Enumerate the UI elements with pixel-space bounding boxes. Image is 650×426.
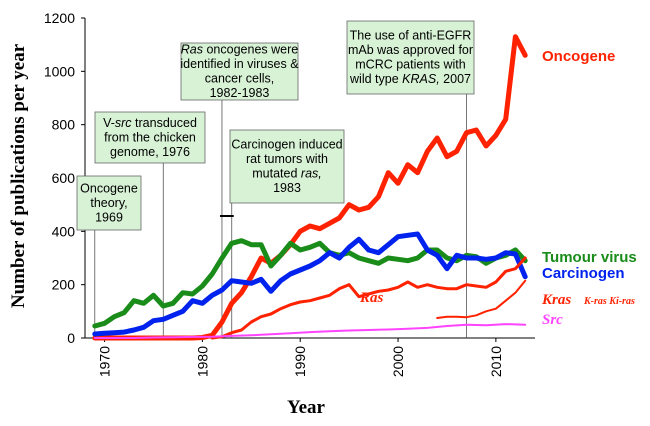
y-tick-label: 200 (52, 277, 76, 293)
annotation-text-span: theory, (90, 196, 127, 210)
annotation-text-span: mAb (348, 43, 374, 57)
annotation-text-span: rat (246, 152, 261, 166)
series-label-oncogene: Oncogene (542, 48, 615, 65)
annotation-text-span: 2007 (443, 72, 471, 86)
annotation-text: rat tumors with (246, 152, 328, 166)
series-label-tumour-virus: Tumour virus (542, 249, 637, 266)
annotation-text-span: tumors (264, 152, 302, 166)
annotation-text-span: 1976 (162, 145, 190, 159)
y-tick-label: 400 (52, 223, 76, 239)
annotation-box (346, 20, 475, 95)
annotation-text-span: KRAS, (402, 72, 440, 86)
annotation-text-span: Ras (181, 43, 203, 57)
annotation-text-span: genome, (110, 145, 159, 159)
annotation-box (76, 175, 142, 231)
annotation-box (94, 111, 206, 164)
annotation-text: identified in viruses & (180, 57, 299, 71)
annotation-text-span: & (290, 57, 299, 71)
annotation-text-span: anti-EGFR (412, 29, 471, 43)
annotation-text-span: src (115, 116, 132, 130)
annotation-text-span: mCRC (355, 58, 393, 72)
annotation-text-span: were (270, 43, 298, 57)
annotation-text: mAb was approved for (348, 43, 473, 57)
annotation-text-span: patients (396, 58, 440, 72)
series-line-ras (210, 256, 527, 340)
annotation-text: V-src transduced (103, 116, 197, 130)
annotation-text-span: identified (180, 57, 230, 71)
series-line-carcinogen (92, 231, 528, 337)
annotation-text: mutated ras, (252, 167, 322, 181)
annotation-text: Carcinogen induced (231, 138, 342, 152)
y-tick-label: 1200 (44, 10, 75, 26)
annotation-text: from the chicken (104, 130, 196, 144)
annotation-text-span: induced (299, 138, 343, 152)
annotation-text-span: was (376, 43, 399, 57)
annotation-box (180, 42, 299, 101)
y-axis-title: Number of publications per year (8, 43, 29, 308)
x-axis-title: Year (287, 397, 326, 418)
series-sublabel-kras: K-ras Ki-ras (583, 296, 635, 307)
annotation-text-span: ras, (301, 167, 322, 181)
x-tick-label: 1970 (97, 346, 113, 377)
annotation-text: wild type KRAS, 2007 (349, 72, 471, 86)
annotation-text: The use of anti-EGFR (350, 29, 472, 43)
y-tick-label: 0 (67, 330, 75, 346)
annotation-text-span: for (458, 43, 473, 57)
annotation-text-span: oncogenes (206, 43, 267, 57)
series-line-tumour-virus (92, 238, 528, 329)
annotation-text-span: viruses (247, 57, 287, 71)
x-tick-label: 1990 (292, 346, 308, 377)
annotation-text-span: from (104, 130, 129, 144)
annotation-text: genome, 1976 (110, 145, 190, 159)
annotation-text-span: 1969 (95, 210, 123, 224)
annotation-text: theory, (90, 196, 127, 210)
series-label-carcinogen: Carcinogen (542, 265, 625, 282)
annotation-text: Oncogene (80, 181, 138, 195)
series-label-ras: Ras (359, 290, 384, 306)
annotation-text-span: Carcinogen (231, 138, 295, 152)
annotation-text-span: in (234, 57, 244, 71)
annotation-text-span: V- (103, 116, 115, 130)
annotation-text-span: use (375, 29, 395, 43)
series-line-kras (436, 279, 527, 319)
annotation-text-span: with (305, 152, 328, 166)
annotation-text: 1969 (95, 210, 123, 224)
series-line-src (93, 323, 527, 339)
annotation-text: 1982-1983 (210, 86, 270, 100)
annotation-text-span: wild (349, 72, 372, 86)
series-label-src: Src (542, 312, 563, 328)
annotation-text: Ras oncogenes were (181, 43, 299, 57)
annotation-text-span: transduced (135, 116, 197, 130)
annotation-text-span: of (398, 29, 409, 43)
x-tick-label: 1980 (194, 346, 210, 377)
y-tick-label: 800 (52, 117, 76, 133)
annotation-box (229, 129, 345, 204)
y-tick-label: 1000 (44, 63, 75, 79)
annotation-text-span: chicken (153, 130, 195, 144)
annotation-text: 1983 (273, 181, 301, 195)
series-label-kras: Kras (541, 292, 571, 308)
annotation-text-span: The (350, 29, 372, 43)
y-tick-label: 600 (52, 170, 76, 186)
annotation-text-span: 1983 (273, 181, 301, 195)
annotation-text-span: cells, (246, 72, 274, 86)
annotation-text-span: Oncogene (80, 181, 138, 195)
annotation-text-span: type (375, 72, 399, 86)
x-tick-label: 2000 (390, 346, 406, 377)
annotation-text-span: 1982-1983 (210, 86, 270, 100)
annotation-text-span: approved (403, 43, 455, 57)
annotation-text-span: the (133, 130, 150, 144)
annotation-text-span: with (443, 58, 466, 72)
annotation-text: cancer cells, (205, 72, 275, 86)
annotation-text-span: mutated (252, 167, 297, 181)
annotation-text: mCRC patients with (355, 58, 466, 72)
x-tick-label: 2010 (488, 346, 504, 377)
annotation-text-span: cancer (205, 72, 243, 86)
